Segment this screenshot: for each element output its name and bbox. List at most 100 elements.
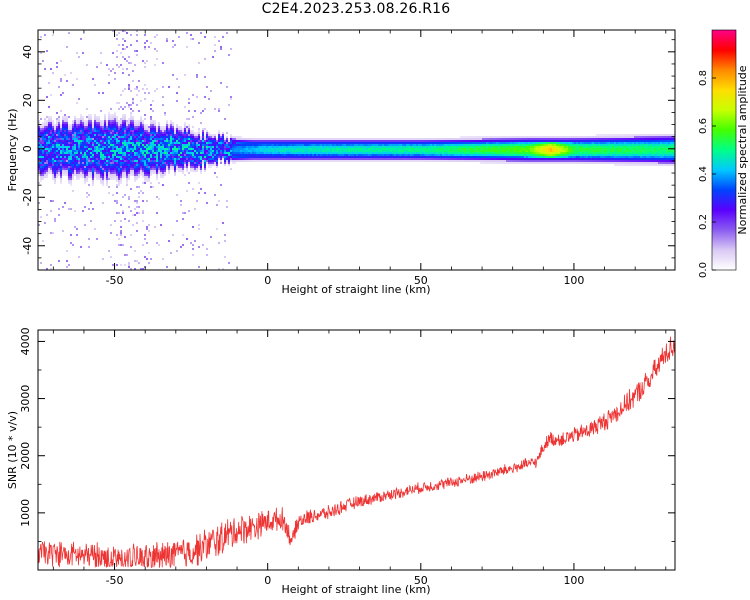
heatmap-cell bbox=[38, 174, 40, 176]
heatmap-cell bbox=[164, 144, 166, 146]
heatmap-cell bbox=[214, 140, 216, 142]
heatmap-cell bbox=[490, 138, 492, 140]
heatmap-cell bbox=[48, 126, 50, 128]
heatmap-cell bbox=[116, 264, 118, 266]
heatmap-cell bbox=[152, 142, 154, 144]
heatmap-cell bbox=[356, 154, 358, 156]
heatmap-cell bbox=[380, 150, 382, 152]
heatmap-cell bbox=[44, 68, 46, 70]
heatmap-cell bbox=[114, 146, 116, 148]
heatmap-cell bbox=[190, 138, 192, 140]
heatmap-cell bbox=[398, 150, 400, 152]
heatmap-cell bbox=[142, 244, 144, 246]
heatmap-cell bbox=[90, 132, 92, 134]
heatmap-cell bbox=[468, 140, 470, 142]
heatmap-cell bbox=[448, 160, 450, 162]
heatmap-cell bbox=[362, 144, 364, 146]
heatmap-cell bbox=[520, 160, 522, 162]
heatmap-cell bbox=[172, 124, 174, 126]
heatmap-cell bbox=[132, 156, 134, 158]
heatmap-cell bbox=[200, 168, 202, 170]
heatmap-cell bbox=[506, 148, 508, 150]
heatmap-cell bbox=[160, 166, 162, 168]
heatmap-cell bbox=[114, 142, 116, 144]
heatmap-cell bbox=[368, 148, 370, 150]
heatmap-cell bbox=[70, 180, 72, 182]
heatmap-cell bbox=[228, 140, 230, 142]
heatmap-cell bbox=[282, 138, 284, 140]
heatmap-cell bbox=[446, 148, 448, 150]
heatmap-cell bbox=[120, 164, 122, 166]
heatmap-cell bbox=[86, 164, 88, 166]
heatmap-cell bbox=[136, 124, 138, 126]
heatmap-cell bbox=[486, 160, 488, 162]
heatmap-cell bbox=[98, 138, 100, 140]
heatmap-cell bbox=[136, 152, 138, 154]
heatmap-cell bbox=[228, 138, 230, 140]
heatmap-cell bbox=[530, 156, 532, 158]
heatmap-cell bbox=[332, 142, 334, 144]
heatmap-cell bbox=[498, 148, 500, 150]
heatmap-cell bbox=[100, 152, 102, 154]
heatmap-cell bbox=[102, 152, 104, 154]
heatmap-cell bbox=[70, 158, 72, 160]
heatmap-cell bbox=[208, 144, 210, 146]
heatmap-cell bbox=[366, 150, 368, 152]
heatmap-cell bbox=[456, 146, 458, 148]
heatmap-cell bbox=[196, 152, 198, 154]
heatmap-cell bbox=[378, 160, 380, 162]
heatmap-cell bbox=[190, 34, 192, 36]
heatmap-cell bbox=[118, 44, 120, 46]
heatmap-cell bbox=[160, 156, 162, 158]
heatmap-cell bbox=[46, 152, 48, 154]
heatmap-cell bbox=[68, 140, 70, 142]
heatmap-cell bbox=[134, 200, 136, 202]
heatmap-cell bbox=[190, 144, 192, 146]
heatmap-cell bbox=[414, 160, 416, 162]
heatmap-cell bbox=[538, 142, 540, 144]
heatmap-cell bbox=[200, 160, 202, 162]
heatmap-cell bbox=[272, 142, 274, 144]
heatmap-cell bbox=[526, 138, 528, 140]
heatmap-cell bbox=[152, 148, 154, 150]
heatmap-cell bbox=[150, 174, 152, 176]
heatmap-cell bbox=[92, 164, 94, 166]
heatmap-cell bbox=[68, 164, 70, 166]
heatmap-cell bbox=[88, 116, 90, 118]
heatmap-cell bbox=[496, 142, 498, 144]
heatmap-cell bbox=[42, 152, 44, 154]
heatmap-cell bbox=[540, 152, 542, 154]
heatmap-cell bbox=[354, 154, 356, 156]
heatmap-cell bbox=[486, 146, 488, 148]
heatmap-cell bbox=[278, 148, 280, 150]
heatmap-cell bbox=[180, 146, 182, 148]
heatmap-cell bbox=[302, 148, 304, 150]
heatmap-cell bbox=[114, 172, 116, 174]
heatmap-cell bbox=[258, 144, 260, 146]
heatmap-cell bbox=[210, 150, 212, 152]
heatmap-cell bbox=[120, 166, 122, 168]
heatmap-cell bbox=[448, 142, 450, 144]
heatmap-cell bbox=[92, 166, 94, 168]
heatmap-cell bbox=[174, 132, 176, 134]
heatmap-cell bbox=[376, 156, 378, 158]
heatmap-cell bbox=[362, 154, 364, 156]
heatmap-cell bbox=[190, 168, 192, 170]
heatmap-cell bbox=[66, 154, 68, 156]
heatmap-cell bbox=[212, 56, 214, 58]
heatmap-cell bbox=[250, 142, 252, 144]
heatmap-cell bbox=[450, 148, 452, 150]
heatmap-cell bbox=[62, 164, 64, 166]
heatmap-cell bbox=[228, 262, 230, 264]
heatmap-cell bbox=[268, 150, 270, 152]
heatmap-cell bbox=[84, 224, 86, 226]
heatmap-cell bbox=[58, 154, 60, 156]
heatmap-cell bbox=[222, 146, 224, 148]
heatmap-cell bbox=[480, 154, 482, 156]
heatmap-cell bbox=[182, 136, 184, 138]
heatmap-cell bbox=[516, 156, 518, 158]
heatmap-cell bbox=[64, 128, 66, 130]
heatmap-cell bbox=[62, 152, 64, 154]
heatmap-cell bbox=[444, 150, 446, 152]
heatmap-cell bbox=[448, 144, 450, 146]
